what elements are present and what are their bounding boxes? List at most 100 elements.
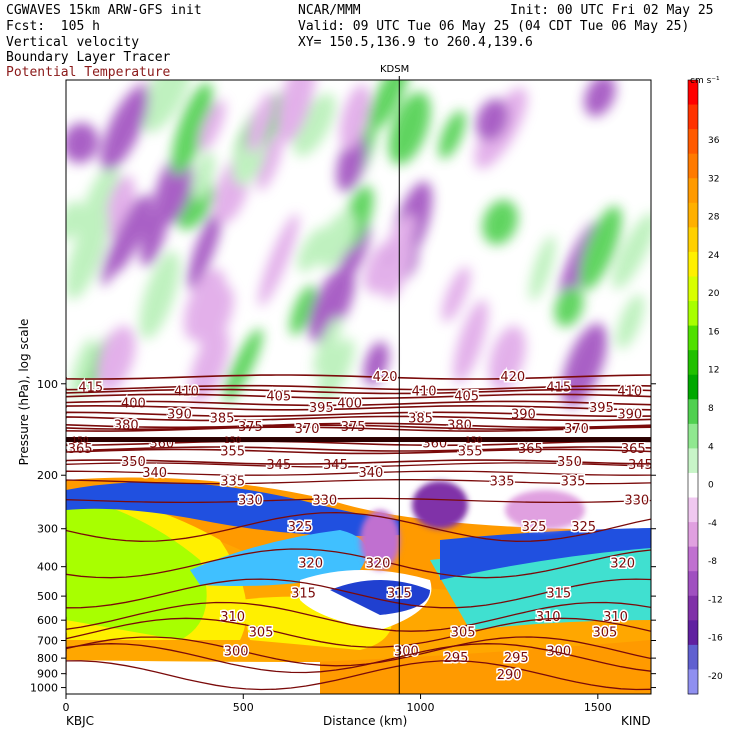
theta-label: 415 [546, 381, 571, 396]
theta-label: 350 [557, 455, 582, 470]
colorbar-label: 0 [708, 481, 714, 491]
theta-label: 415 [78, 381, 103, 396]
theta-label: 330 [312, 493, 337, 508]
vv-streak [529, 235, 556, 301]
plot-frame [65, 79, 652, 695]
colorbar: 36 32 28 24 20 16 12 8 4 0 -4 -8 -12 -16 -20 [687, 79, 723, 695]
model-title: CGWAVES 15km ARW-GFS init [6, 3, 202, 18]
theta-label: 325 [571, 520, 596, 535]
colorbar-label: 32 [708, 174, 719, 184]
x-tick-label: 500 [233, 701, 254, 714]
colorbar-label: -12 [708, 595, 723, 605]
colorbar-swatch [688, 399, 698, 425]
theta-line-385 [66, 415, 651, 422]
colorbar-swatch [688, 350, 698, 376]
vv-streak [66, 207, 109, 300]
colorbar-swatch [688, 497, 698, 523]
theta-label: 335 [561, 475, 586, 490]
vv-streak [96, 325, 136, 392]
colorbar-swatch [688, 472, 698, 499]
field-vertical-velocity: Vertical velocity [6, 35, 140, 50]
forecast-hour: Fcst: 105 h [6, 19, 100, 34]
vv-streak [616, 294, 645, 350]
y-tick-label: 600 [37, 614, 58, 627]
left-station-label: KBJC [66, 714, 95, 728]
y-tick-label: 1000 [30, 682, 58, 695]
theta-line-335 [66, 479, 651, 485]
vv-streak [199, 99, 226, 152]
tracer-lime [66, 495, 207, 640]
theta-line-420 [66, 374, 651, 380]
theta-label: 295 [444, 651, 469, 666]
vv-streak [554, 286, 584, 327]
tracer-blue [440, 528, 651, 580]
vv-streak [187, 208, 223, 290]
theta-line-390 [66, 411, 651, 418]
theta-label: 410 [174, 384, 199, 399]
colorbar-label: -4 [708, 519, 717, 529]
colorbar-label: -16 [708, 634, 723, 644]
theta-line-325 [66, 511, 651, 542]
colorbar-swatch [688, 522, 698, 548]
theta-label: 395 [589, 401, 614, 416]
theta-line-410 [66, 388, 651, 395]
x-tick-label: 1000 [407, 701, 435, 714]
colorbar-swatch [688, 178, 698, 204]
colorbar-label: 16 [708, 327, 720, 337]
small-theta-label: 150 [224, 436, 241, 446]
colorbar-swatch [688, 546, 698, 572]
theta-label: 310 [536, 610, 561, 625]
small-theta-label: 150 [465, 436, 482, 446]
colorbar-swatch [688, 129, 698, 155]
upper-streaks [66, 80, 651, 407]
y-tick-label: 500 [37, 590, 58, 603]
theta-line-375 [66, 424, 651, 430]
valid-time: Valid: 09 UTC Tue 06 May 25 (04 CDT Tue … [298, 19, 690, 34]
theta-line-360 [66, 440, 651, 447]
velocity-tracer-field [66, 80, 651, 694]
colorbar-label: 4 [708, 442, 714, 452]
midlevel-purple [360, 481, 585, 570]
theta-label: 365 [621, 442, 646, 457]
colorbar-swatch [688, 227, 698, 253]
small-theta-label: 150 [72, 436, 89, 446]
vv-streak [184, 268, 226, 341]
colorbar-label: 8 [708, 404, 714, 414]
y-tick-label: 400 [37, 561, 58, 574]
theta-line-340 [66, 470, 651, 476]
tracer-blue-2 [330, 580, 430, 615]
vv-streak [258, 213, 299, 307]
colorbar-swatch [688, 571, 698, 597]
theta-line-320 [66, 548, 651, 579]
center-label: NCAR/MMM [298, 3, 361, 18]
theta-label: 370 [564, 422, 589, 437]
theta-line-300 [66, 636, 651, 667]
vv-streak [438, 110, 466, 159]
x-tick-label: 0 [63, 701, 70, 714]
theta-label: 305 [249, 626, 274, 641]
vv-streak [197, 285, 234, 348]
vv-streak [100, 195, 145, 286]
theta-label: 295 [504, 651, 529, 666]
y-tick-label: 100 [37, 378, 58, 391]
theta-label: 320 [298, 556, 323, 571]
vv-streak [453, 299, 489, 384]
vv-streak [256, 133, 284, 191]
y-axis-label: Pressure (hPa), log scale [17, 318, 31, 466]
tracer-blue-top [66, 482, 400, 536]
theta-line-355 [66, 448, 651, 455]
theta-label: 320 [366, 556, 391, 571]
vv-streak [171, 82, 213, 176]
vv-streak [293, 93, 336, 157]
theta-label: 340 [358, 466, 383, 481]
y-tick-label: 200 [37, 469, 58, 482]
colorbar-label: 24 [708, 251, 720, 261]
vv-streak [579, 206, 622, 291]
colorbar-swatch [688, 644, 698, 670]
colorbar-frame [687, 79, 699, 695]
vv-streak [247, 92, 275, 154]
colorbar-swatch [688, 595, 698, 621]
vv-streak [289, 285, 317, 336]
theta-line-405 [66, 393, 651, 400]
